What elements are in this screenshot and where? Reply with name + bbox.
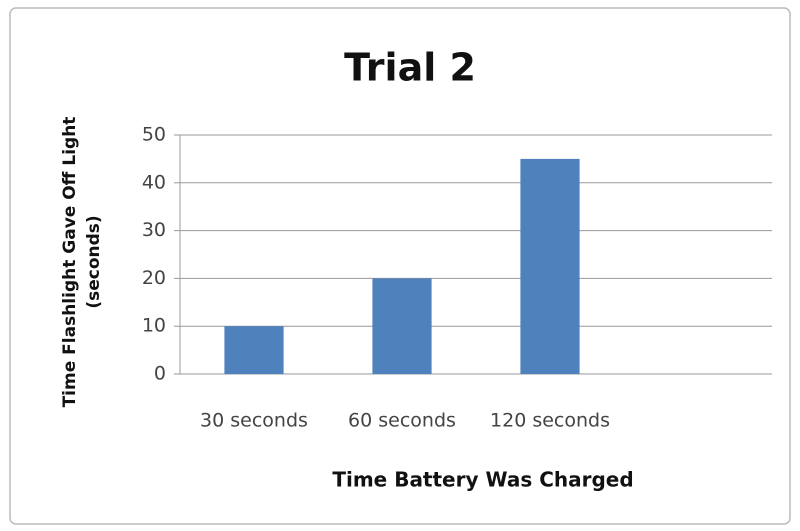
- y-tick-label: 30: [142, 219, 166, 241]
- bar: [372, 278, 432, 374]
- y-axis-label-line: (seconds): [84, 215, 104, 308]
- bar: [520, 158, 580, 374]
- x-tick-label: 60 seconds: [348, 410, 456, 432]
- x-tick-label: 120 seconds: [490, 410, 610, 432]
- x-axis-label: Time Battery Was Charged: [332, 468, 633, 492]
- y-tick-label: 10: [142, 315, 166, 337]
- x-tick-label: 30 seconds: [200, 410, 308, 432]
- y-axis-label-line: Time Flashlight Gave Off Light: [60, 117, 80, 408]
- bar: [224, 326, 284, 374]
- y-axis-label: Time Flashlight Gave Off Light (seconds): [60, 117, 104, 408]
- y-tick-label: 40: [142, 171, 166, 193]
- chart-border: [9, 7, 791, 525]
- y-tick-label: 0: [154, 363, 166, 385]
- y-tick-label: 20: [142, 267, 166, 289]
- chart-title: Trial 2: [344, 46, 476, 90]
- y-tick-label: 50: [142, 124, 166, 146]
